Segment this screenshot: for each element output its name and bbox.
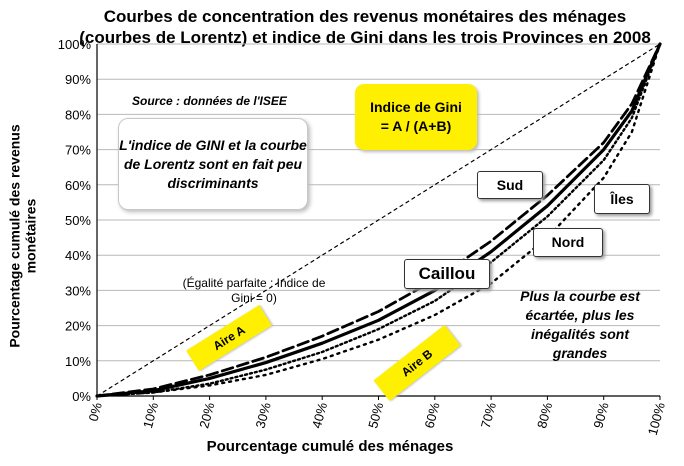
label-nord: Nord xyxy=(533,228,603,257)
x-axis-label: Pourcentage cumulé des ménages xyxy=(206,438,454,455)
source-note: Source : données de l'ISEE xyxy=(132,94,287,108)
series-line-sud xyxy=(95,42,662,398)
x-tick-label: 10% xyxy=(140,400,161,429)
gini-formula-box: Indice de Gini = A / (A+B) xyxy=(355,84,477,150)
y-ticks: 0% 10% 20% 30% 40% 50% 60% 70% 80% 90% 100% xyxy=(58,37,92,404)
x-ticks: 0% 10% 20% 30% 40% 50% 60% 70% 80% 90% 100% xyxy=(86,400,668,436)
x-tick-label: 0% xyxy=(86,400,105,422)
series-lines xyxy=(95,42,662,398)
x-tick-label: 80% xyxy=(534,400,555,429)
x-tick-label: 90% xyxy=(590,400,611,429)
y-tick-label: 10% xyxy=(65,354,91,369)
label-caillou: Caillou xyxy=(404,259,490,289)
discriminant-note: L'indice de GINI et la courbe de Lorentz… xyxy=(118,118,308,210)
reference-dashed-line xyxy=(96,43,661,397)
x-tick-label: 50% xyxy=(365,400,386,429)
y-tick-label: 30% xyxy=(65,283,91,298)
y-tick-label: 40% xyxy=(65,248,91,263)
x-tick-label: 60% xyxy=(421,400,442,429)
y-tick-label: 80% xyxy=(65,107,91,122)
y-tick-label: 0% xyxy=(72,389,91,404)
y-tick-label: 20% xyxy=(65,319,91,334)
y-tick-label: 60% xyxy=(65,178,91,193)
series-line-caillou xyxy=(95,42,662,398)
y-tick-label: 90% xyxy=(65,72,91,87)
x-tick-label: 70% xyxy=(478,400,499,429)
x-tick-label: 30% xyxy=(253,400,274,429)
label-sud: Sud xyxy=(477,171,543,199)
gini-formula: = A / (A+B) xyxy=(380,118,452,134)
chart-title: Courbes de concentration des revenus mon… xyxy=(79,7,651,47)
x-tick-label: 20% xyxy=(196,400,217,429)
series-line-nord xyxy=(95,42,662,398)
x-tick-label: 40% xyxy=(309,400,330,429)
spread-note: Plus la courbe est écartée, plus les iné… xyxy=(520,288,640,361)
equality-note: (Égalité parfaite : Indice de Gini = 0) xyxy=(182,276,326,305)
x-tick-label: 100% xyxy=(645,400,668,436)
y-tick-label: 50% xyxy=(65,213,91,228)
gini-title: Indice de Gini xyxy=(370,99,462,115)
label-iles: Îles xyxy=(594,184,650,214)
y-tick-label: 70% xyxy=(65,143,91,158)
discriminant-note-text: L'indice de GINI et la courbe de Lorentz… xyxy=(119,136,307,191)
y-tick-label: 100% xyxy=(58,37,92,52)
